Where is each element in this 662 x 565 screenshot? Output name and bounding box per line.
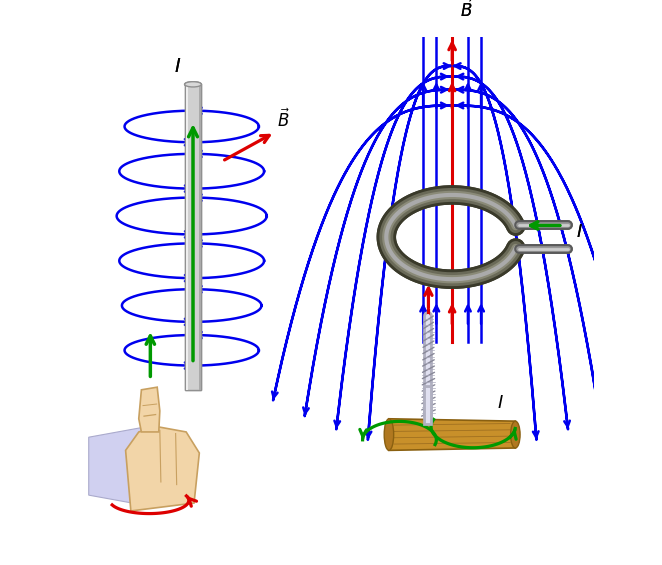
Text: $I$: $I$ bbox=[173, 58, 181, 76]
Ellipse shape bbox=[384, 419, 394, 450]
Polygon shape bbox=[185, 84, 188, 390]
Text: $I$: $I$ bbox=[576, 223, 583, 241]
Text: $\vec{B}$: $\vec{B}$ bbox=[277, 108, 291, 131]
Polygon shape bbox=[185, 84, 188, 390]
Ellipse shape bbox=[185, 82, 201, 87]
Polygon shape bbox=[185, 84, 201, 390]
Text: $I$: $I$ bbox=[173, 58, 181, 76]
Polygon shape bbox=[389, 419, 515, 450]
Polygon shape bbox=[185, 84, 201, 390]
Ellipse shape bbox=[565, 222, 571, 229]
Text: $I$: $I$ bbox=[497, 394, 504, 412]
Ellipse shape bbox=[565, 246, 571, 252]
Polygon shape bbox=[89, 427, 147, 506]
Polygon shape bbox=[126, 427, 199, 511]
Text: $\vec{B}$: $\vec{B}$ bbox=[460, 0, 473, 21]
Text: $I$: $I$ bbox=[576, 223, 583, 241]
Ellipse shape bbox=[185, 82, 201, 87]
Polygon shape bbox=[199, 84, 201, 390]
Text: $\vec{B}$: $\vec{B}$ bbox=[460, 0, 473, 21]
Polygon shape bbox=[199, 84, 201, 390]
Ellipse shape bbox=[510, 421, 520, 448]
Polygon shape bbox=[139, 387, 160, 432]
